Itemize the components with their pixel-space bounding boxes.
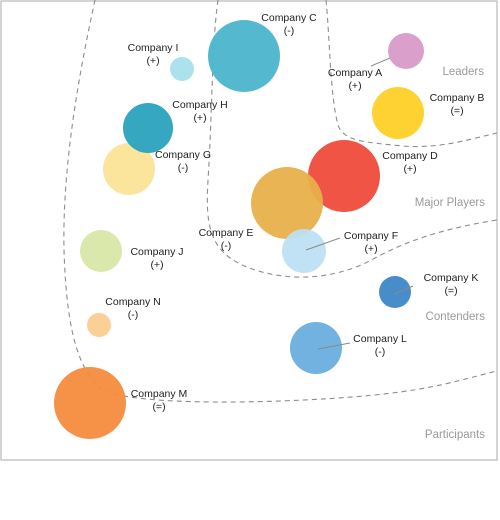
bubble-label-company-l: Company L (-)	[353, 333, 407, 358]
leader-line-company-l	[317, 342, 351, 350]
bubble-company-l	[290, 322, 342, 374]
bubble-labels: Company A (+)Company B (=)Company C (-)Comp…	[105, 12, 484, 413]
bubble-trend-company-n: (-)	[128, 309, 139, 321]
bubble-company-d	[308, 140, 380, 212]
bubble-label-company-c: Company C (-)	[261, 12, 317, 37]
bubble-company-a	[388, 33, 424, 69]
bubble-label-company-n: Company N (-)	[105, 296, 160, 321]
bubble-name-company-a: Company A	[328, 67, 382, 79]
bubble-company-k	[379, 276, 411, 308]
bubble-trend-company-l: (-)	[375, 346, 386, 358]
bubble-trend-company-f: (+)	[364, 243, 377, 255]
zone-label-contenders: Contenders	[426, 311, 486, 323]
bubble-company-m	[54, 367, 126, 439]
zone-label-participants: Participants	[425, 429, 485, 441]
bubble-trend-company-g: (-)	[178, 162, 189, 174]
bubble-name-company-k: Company K	[424, 272, 479, 284]
leader-line-company-k	[393, 285, 414, 295]
bubble-trend-company-h: (+)	[193, 112, 206, 124]
bubble-company-f	[282, 229, 326, 273]
bubble-company-j	[80, 230, 122, 272]
bubble-trend-company-b: (=)	[450, 105, 463, 117]
bubble-name-company-n: Company N	[105, 296, 160, 308]
bubble-trend-company-m: (=)	[152, 401, 165, 413]
bubble-trend-company-i: (+)	[146, 55, 159, 67]
bubble-label-company-d: Company D (+)	[382, 150, 438, 175]
bubble-name-company-l: Company L	[353, 333, 407, 345]
bubble-company-b	[372, 87, 424, 139]
chart-frame	[0, 0, 498, 461]
bubble-label-company-i: Company I (+)	[128, 42, 179, 67]
bubble-company-c	[208, 20, 280, 92]
bubble-company-h	[123, 103, 173, 153]
leader-line-company-f	[305, 237, 341, 251]
bubble-trend-company-d: (+)	[403, 163, 416, 175]
bubble-label-company-h: Company H (+)	[172, 99, 227, 124]
label-leader-lines	[305, 57, 414, 350]
bubble-name-company-i: Company I	[128, 42, 179, 54]
bubble-name-company-h: Company H	[172, 99, 227, 111]
bubble-label-company-m: Company M (=)	[131, 388, 188, 413]
zone-label-leaders: Leaders	[442, 66, 484, 78]
bubble-company-i	[170, 57, 194, 81]
bubble-label-company-b: Company B (=)	[430, 92, 485, 117]
zone-boundary-leaders	[325, 0, 498, 148]
bubble-name-company-g: Company G	[155, 149, 211, 161]
bubble-label-company-j: Company J (+)	[130, 246, 183, 271]
bubble-name-company-e: Company E	[199, 227, 254, 239]
bubble-name-company-c: Company C	[261, 12, 317, 24]
bubble-label-company-f: Company F (+)	[344, 230, 398, 255]
bubble-trend-company-c: (-)	[284, 25, 295, 37]
bubble-name-company-f: Company F	[344, 230, 398, 242]
bubble-trend-company-e: (-)	[221, 240, 232, 252]
zone-labels: Leaders Major Players Contenders Participan…	[415, 66, 486, 441]
leader-line-company-a	[370, 57, 391, 67]
bubbles	[54, 20, 424, 439]
bubble-label-company-a: Company A (+)	[328, 67, 382, 92]
bubble-company-e	[251, 167, 323, 239]
bubble-trend-company-j: (+)	[150, 259, 163, 271]
zone-label-major-players: Major Players	[415, 197, 486, 209]
bubble-trend-company-a: (+)	[348, 80, 361, 92]
bubble-company-n	[87, 313, 111, 337]
bubble-name-company-d: Company D	[382, 150, 438, 162]
bubble-trend-company-k: (=)	[444, 285, 457, 297]
bubble-label-company-e: Company E (-)	[199, 227, 254, 252]
bubble-name-company-m: Company M	[131, 388, 188, 400]
bubble-name-company-j: Company J	[130, 246, 183, 258]
bubble-label-company-g: Company G (-)	[155, 149, 211, 174]
bubble-company-g	[103, 143, 155, 195]
bubble-name-company-b: Company B	[430, 92, 485, 104]
bubble-label-company-k: Company K (=)	[424, 272, 479, 297]
